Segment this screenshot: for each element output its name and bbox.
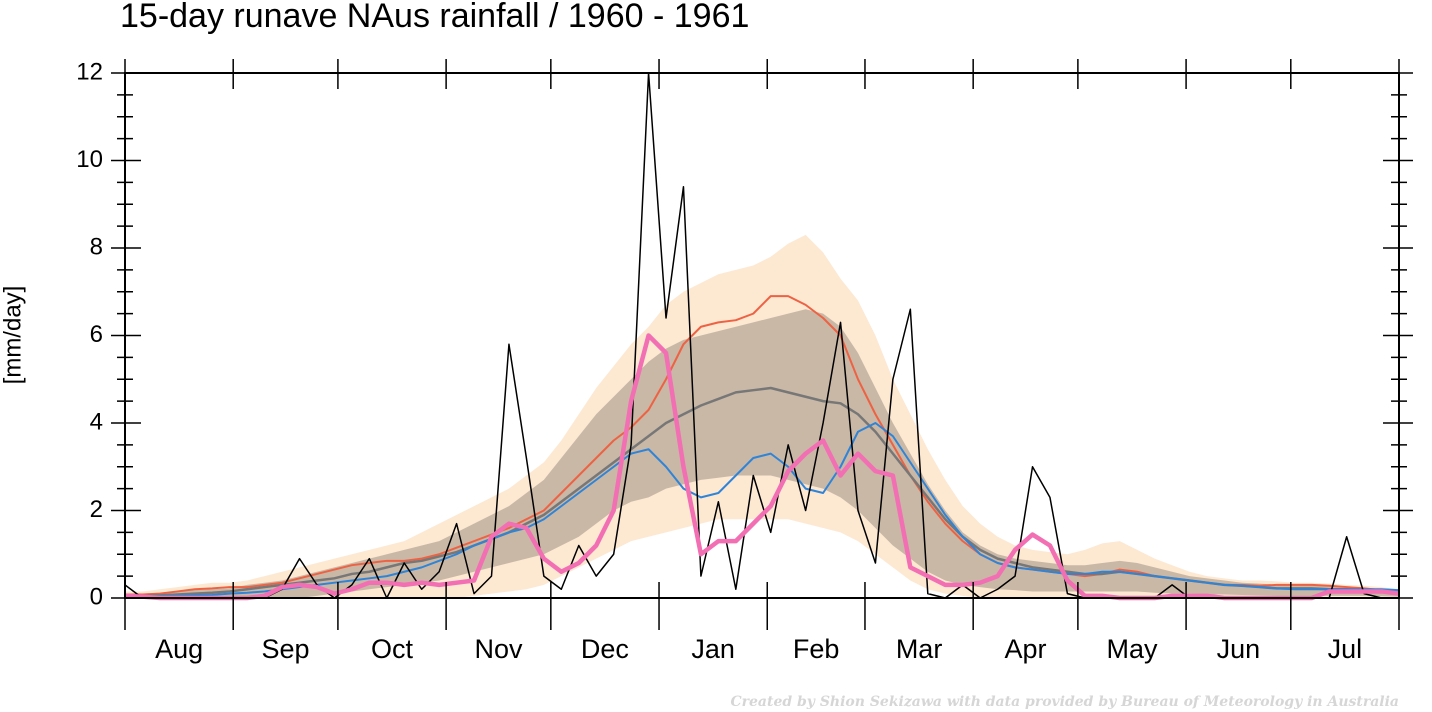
x-tick-label: Nov [474,634,523,664]
x-tick-label: Sep [262,634,310,664]
x-tick-label: Apr [1005,634,1047,664]
x-tick-label: Jul [1328,634,1363,664]
y-tick-label: 4 [90,408,103,435]
x-tick-label: Feb [793,634,840,664]
y-tick-label: 2 [90,496,103,523]
x-tick-label: Jan [691,634,735,664]
x-tick-label: Oct [371,634,414,664]
x-tick-label: Aug [155,634,203,664]
x-tick-label: Jun [1217,634,1261,664]
y-axis-label: [mm/day] [0,286,26,385]
y-tick-label: 12 [76,58,103,85]
credit: Created by Shion Sekizawa with data prov… [730,694,1399,710]
y-tick-label: 10 [76,146,103,173]
range-band [125,309,1399,598]
y-tick-label: 0 [90,583,103,610]
y-tick-label: 8 [90,233,103,260]
chart-title: 15-day runave NAus rainfall / 1960 - 196… [120,0,749,35]
y-tick-label: 6 [90,321,103,348]
x-tick-label: Dec [581,634,629,664]
x-tick-label: Mar [896,634,943,664]
x-tick-label: May [1106,634,1158,664]
